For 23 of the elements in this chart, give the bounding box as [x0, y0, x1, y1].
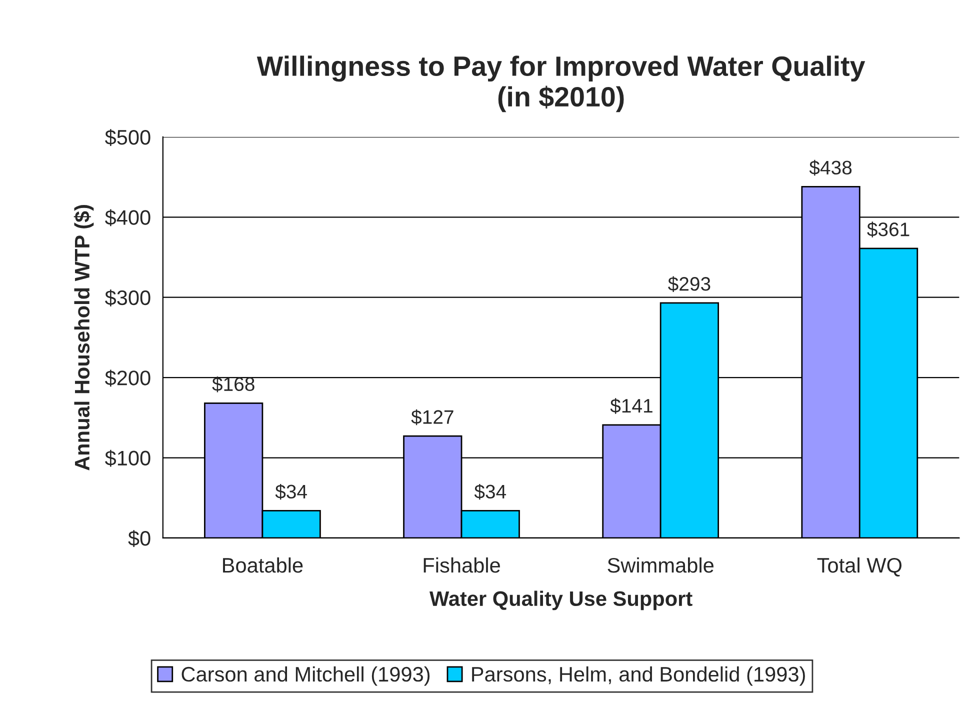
data-label: $127: [411, 409, 454, 426]
legend-label: Carson and Mitchell (1993): [182, 666, 430, 686]
data-label: $34: [275, 484, 307, 500]
data-label: $34: [474, 484, 506, 500]
y-tick-label: $0: [128, 530, 150, 547]
x-tick-label: Boatable: [223, 557, 303, 573]
data-label: $141: [610, 398, 652, 414]
y-tick-label: $100: [104, 450, 150, 467]
y-tick-label: $200: [104, 370, 150, 387]
data-label: $361: [867, 222, 910, 238]
data-label: $293: [668, 276, 710, 292]
x-axis-title: Water Quality Use Support: [430, 590, 692, 610]
data-label: $438: [809, 160, 852, 176]
legend-label: Parsons, Helm, and Bondelid (1993): [472, 666, 805, 686]
chart-title: Willingness to Pay for Improved Water Quality (in $2010): [256, 56, 866, 112]
x-tick-label: Swimmable: [608, 557, 714, 573]
x-tick-label: Fishable: [424, 557, 500, 573]
x-tick-label: Total WQ: [817, 557, 902, 576]
y-tick-label: $500: [104, 129, 150, 146]
data-label: $168: [212, 376, 254, 392]
y-tick-label: $300: [104, 289, 150, 306]
y-tick-label: $400: [104, 209, 150, 226]
y-axis-title: Annual Household WTP ($): [74, 205, 94, 470]
